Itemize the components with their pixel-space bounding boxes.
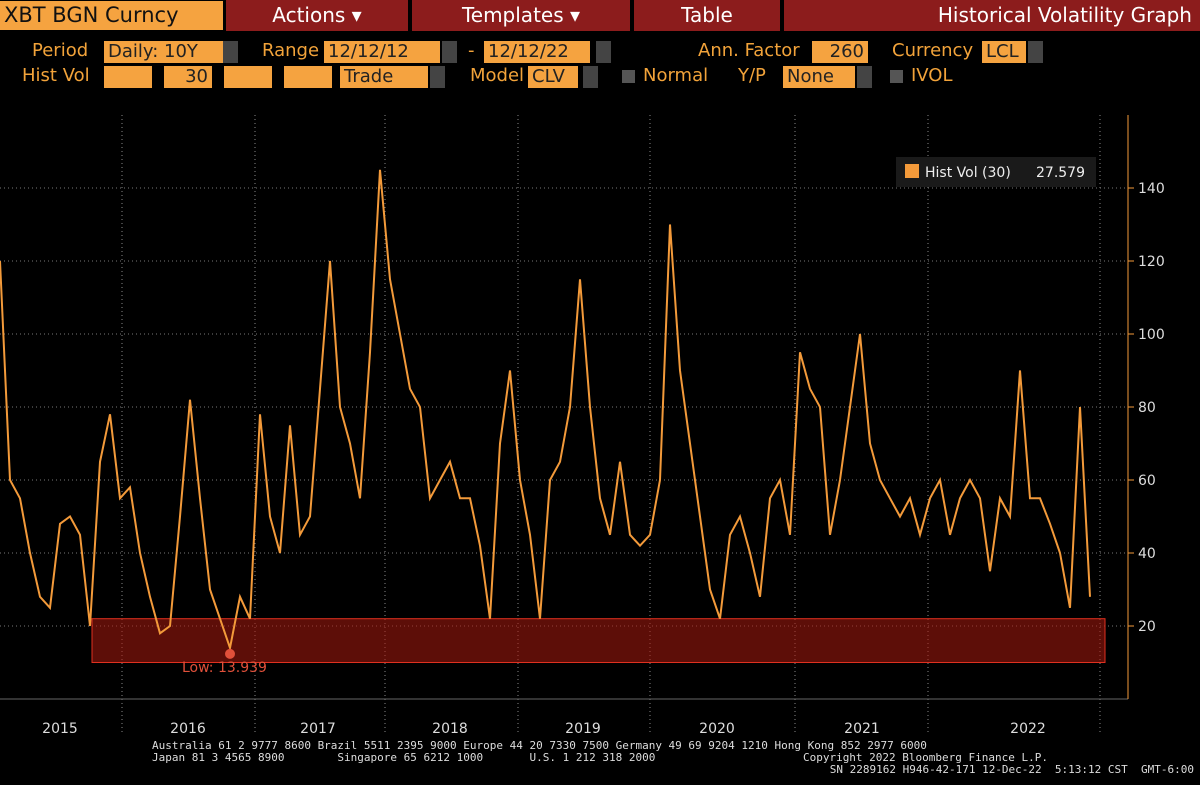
legend-value: 27.579 [1036,165,1085,181]
label: Ann. Factor [698,40,800,61]
checkbox[interactable] [890,70,903,83]
series-line [0,169,1091,652]
templates-tab[interactable]: Templates ▾ [412,0,630,31]
checkbox[interactable] [622,70,635,83]
dropdown[interactable] [583,66,598,88]
field[interactable] [284,66,332,88]
ann-factor[interactable]: 260 [812,41,868,63]
dropdown[interactable] [430,66,445,88]
footer-line: Copyright 2022 Bloomberg Finance L.P. [802,751,1048,764]
field[interactable] [104,66,152,88]
label: IVOL [911,65,953,86]
y-tick-label: 100 [1138,327,1165,343]
label: Hist Vol [22,65,90,86]
x-tick-label: 2017 [300,721,336,737]
x-tick-label: 2015 [42,721,78,737]
period-field[interactable]: Daily: 10Y [104,41,225,63]
label: Period [32,40,89,61]
footer-line: Japan 81 3 4565 8900 Singapore 65 6212 1… [152,751,656,764]
x-tick-label: 2016 [170,721,206,737]
dropdown[interactable] [857,66,872,88]
calendar[interactable] [442,41,457,63]
legend: Hist Vol (30) 27.579 [896,157,1096,187]
label: Currency [892,40,974,61]
tab-label: Actions [272,3,346,27]
end-date[interactable]: 12/12/22 [484,41,590,63]
toolbar: XBT BGN Curncy Actions ▾ Templates ▾ Tab… [0,0,1200,32]
currency[interactable]: LCL [982,41,1026,63]
footer-line: SN 2289162 H946-42-171 12-Dec-22 5:13:12… [829,763,1194,776]
legend-label: Hist Vol (30) [925,165,1011,181]
low-marker [225,648,235,659]
x-tick-label: 2022 [1010,721,1046,737]
x-tick-label: 2018 [432,721,468,737]
security-field[interactable]: XBT BGN Curncy [0,1,223,30]
x-tick-label: 2021 [844,721,880,737]
label: Y/P [738,65,766,86]
low-band [91,618,1106,664]
low-label: Low: 13.939 [182,660,267,676]
dropdown[interactable] [223,41,238,63]
chart: 20 40 60 80 100 120 140 2015 2016 2017 2018 2019 202… [0,115,1165,737]
label: - [468,40,475,61]
model[interactable]: CLV [528,66,578,88]
y-tick-label: 40 [1138,546,1156,562]
footer-line: Australia 61 2 9777 8600 Brazil 5511 239… [152,739,927,752]
calendar[interactable] [596,41,611,63]
yp-field[interactable]: None [783,66,855,88]
legend-box [896,157,1096,187]
label: Range [262,40,320,61]
price-field[interactable]: Trade [340,66,428,88]
table-tab[interactable]: Table [634,0,780,31]
label: Model [470,65,525,86]
hist-vol[interactable]: 30 [164,66,212,88]
label: Normal [643,65,709,86]
actions-tab[interactable]: Actions ▾ [226,0,408,31]
field[interactable] [224,66,272,88]
start-date[interactable]: 12/12/12 [324,41,440,63]
y-tick-label: 80 [1138,400,1156,416]
function-title: Historical Volatility Graph [784,0,1200,31]
y-tick-label: 120 [1138,254,1165,270]
y-tick-label: 20 [1138,619,1156,635]
x-tick-label: 2019 [565,721,601,737]
x-tick-label: 2020 [699,721,735,737]
y-tick-label: 140 [1138,181,1165,197]
tab-label: Templates [461,3,564,27]
dropdown[interactable] [1028,41,1043,63]
y-tick-label: 60 [1138,473,1156,489]
legend-swatch [905,164,919,178]
